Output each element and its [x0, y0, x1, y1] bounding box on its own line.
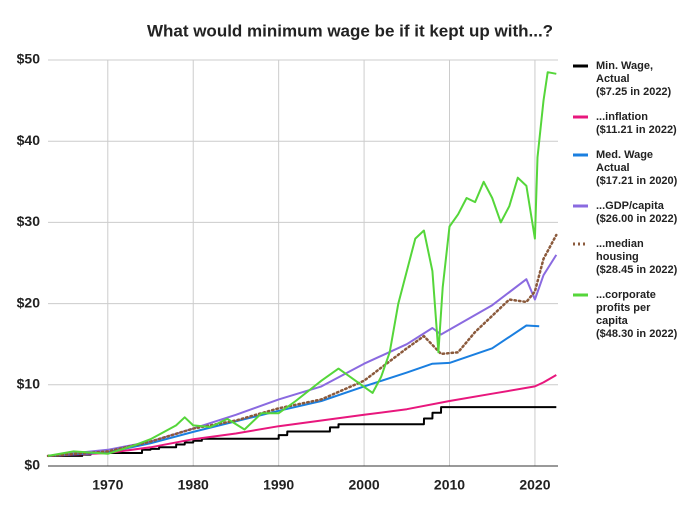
- legend-label: capita: [596, 315, 629, 327]
- x-tick-label: 2010: [434, 477, 465, 493]
- y-tick-label: $0: [24, 457, 40, 473]
- legend-label: ...inflation: [596, 111, 648, 123]
- legend-label: ($17.21 in 2020): [596, 175, 678, 187]
- series-line: [48, 406, 557, 457]
- legend-label: Actual: [596, 162, 630, 174]
- series-line: [47, 374, 557, 457]
- legend-label: ($48.30 in 2022): [596, 328, 678, 340]
- legend-label: ...GDP/capita: [596, 200, 665, 212]
- chart-title: What would minimum wage be if it kept up…: [147, 21, 553, 40]
- y-tick-label: $20: [17, 294, 41, 310]
- x-tick-label: 1990: [263, 477, 294, 493]
- y-tick-label: $40: [17, 132, 41, 148]
- x-tick-label: 1980: [178, 477, 209, 493]
- legend-label: ($28.45 in 2022): [596, 264, 678, 276]
- legend-label: Med. Wage: [596, 149, 653, 161]
- legend-label: ($11.21 in 2022): [596, 124, 677, 136]
- y-tick-label: $50: [17, 51, 41, 67]
- series-line: [47, 324, 540, 457]
- legend-label: Actual: [596, 73, 630, 85]
- x-tick-label: 2020: [519, 477, 550, 493]
- legend-label: housing: [596, 251, 639, 263]
- series-line: [47, 71, 557, 457]
- legend-label: profits per: [596, 302, 651, 314]
- y-tick-label: $30: [17, 213, 41, 229]
- series-line: [46, 233, 558, 458]
- x-tick-label: 1970: [92, 477, 123, 493]
- legend-label: ...median: [596, 238, 644, 250]
- x-tick-label: 2000: [349, 477, 380, 493]
- y-tick-label: $10: [17, 376, 41, 392]
- legend-label: Min. Wage,: [596, 60, 653, 72]
- legend-label: ($26.00 in 2022): [596, 213, 678, 225]
- legend-label: ...corporate: [596, 289, 656, 301]
- legend-label: ($7.25 in 2022): [596, 86, 672, 98]
